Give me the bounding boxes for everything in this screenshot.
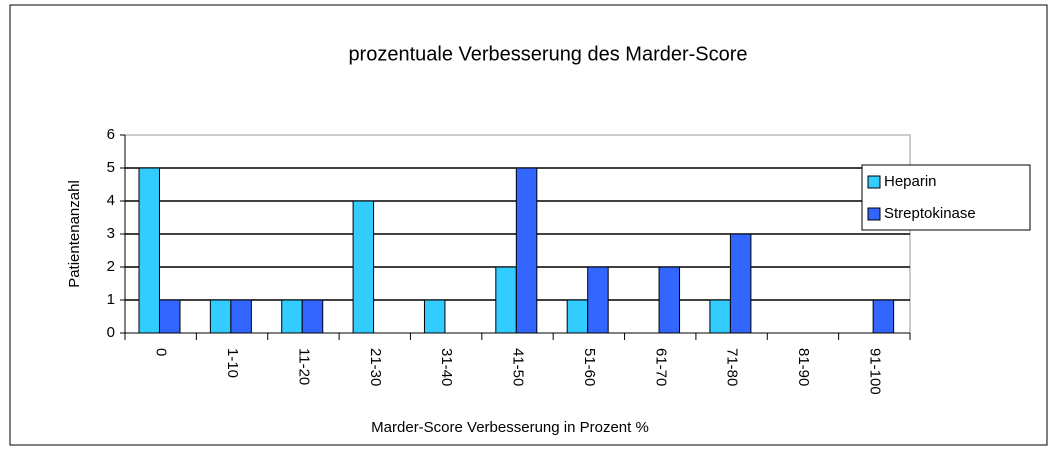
y-tick-label: 6 — [107, 126, 115, 143]
bar — [138, 167, 160, 334]
legend-swatch — [867, 175, 881, 189]
bar — [709, 299, 731, 334]
x-tick-label: 21-30 — [367, 348, 384, 386]
x-tick-label: 61-70 — [652, 348, 669, 386]
bar — [281, 299, 303, 334]
y-tick-label: 0 — [107, 324, 115, 341]
y-tick-label: 3 — [107, 225, 115, 242]
bar — [729, 233, 752, 334]
bar — [159, 299, 181, 334]
y-tick-label: 1 — [107, 291, 115, 308]
bar — [872, 299, 895, 334]
y-tick-label: 5 — [107, 159, 115, 176]
x-tick-label: 11-20 — [295, 348, 312, 385]
bar — [230, 299, 252, 334]
legend-label: Streptokinase — [884, 205, 976, 222]
legend-label: Heparin — [884, 173, 937, 190]
legend — [861, 164, 1031, 231]
y-tick-label: 2 — [107, 258, 115, 275]
bar — [495, 266, 517, 334]
bar — [658, 266, 681, 334]
chart-title: prozentuale Verbesserung des Marder-Scor… — [348, 43, 747, 65]
x-tick-label: 51-60 — [581, 348, 598, 386]
bar — [566, 299, 589, 334]
bar — [515, 167, 538, 334]
bar — [209, 299, 232, 334]
x-tick-label: 41-50 — [510, 348, 527, 386]
bar — [423, 299, 446, 334]
x-tick-label: 71-80 — [724, 348, 741, 386]
bar — [301, 299, 324, 334]
legend-swatch — [867, 207, 881, 221]
x-tick-label: 0 — [153, 348, 170, 356]
bar — [587, 266, 609, 334]
x-tick-label: 91-100 — [866, 348, 883, 395]
x-tick-label: 81-90 — [795, 348, 812, 386]
x-axis-label: Marder-Score Verbesserung in Prozent % — [371, 419, 649, 436]
x-tick-label: 31-40 — [438, 348, 455, 386]
x-tick-label: 1-10 — [224, 348, 241, 378]
bar — [352, 200, 375, 334]
y-tick-label: 4 — [107, 192, 115, 209]
y-axis-label: Patientenanzahl — [66, 180, 83, 288]
